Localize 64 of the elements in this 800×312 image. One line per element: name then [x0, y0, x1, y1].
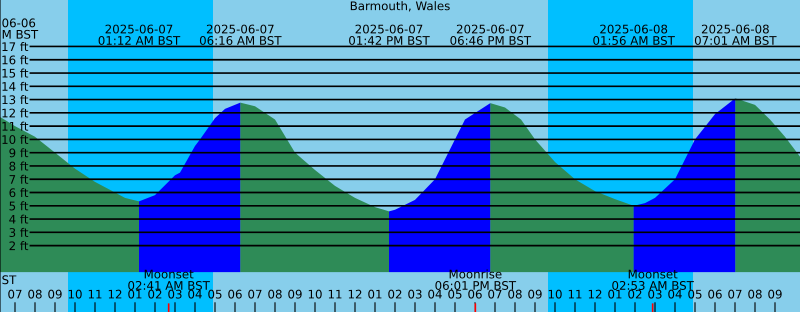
x-tick-label: 07 — [8, 290, 22, 299]
x-tick-label: 12 — [348, 290, 362, 298]
x-tick-label: 03 — [168, 290, 182, 299]
x-tick-label: 10 — [68, 290, 82, 299]
x-tick-label: 12 — [108, 290, 122, 298]
x-tick-label: 02 — [148, 290, 162, 299]
y-tick-label: 12 ft — [2, 108, 28, 118]
y-tick-label: 16 ft — [2, 55, 28, 64]
x-tick-label: 02 — [388, 290, 402, 299]
annotation: ST — [2, 275, 16, 284]
y-tick-label: 11 ft — [2, 122, 28, 131]
x-tick-label: 10 — [548, 290, 562, 299]
y-tick-label: 15 ft — [2, 68, 28, 78]
chart-title: Barmouth, Wales — [350, 1, 450, 12]
x-tick-label: 07 — [488, 290, 502, 299]
y-tick-label: 2 ft — [9, 241, 28, 250]
x-tick-label: 11 — [88, 290, 102, 298]
x-tick-label: 08 — [748, 290, 762, 299]
y-tick-label: 7 ft — [10, 174, 28, 184]
y-tick-label: 14 ft — [2, 82, 28, 91]
x2-tick-label: 2025-06-07 06:46 PM BST — [450, 24, 532, 45]
x-tick-label: 08 — [28, 290, 42, 299]
x2-tick-label: 2025-06-08 01:56 AM BST — [593, 24, 675, 45]
x-tick-label: 11 — [568, 290, 582, 298]
x-tick-label: 03 — [408, 290, 422, 299]
y-tick-label: 8 ft — [9, 161, 28, 171]
x-tick-label: 01 — [128, 290, 142, 299]
y-tick-label: 17 ft — [2, 42, 28, 51]
y-tick-label: 9 ft — [9, 148, 28, 158]
x-tick-label: 06 — [468, 290, 482, 299]
x-tick-label: 04 — [428, 290, 442, 299]
x-tick-label: 09 — [48, 290, 62, 299]
x-tick-label: 01 — [608, 290, 622, 299]
x-tick-label: 07 — [728, 290, 742, 299]
ref-line-label: Moonset 02:41 AM BST — [128, 270, 210, 290]
x-tick-label: 09 — [528, 290, 542, 299]
x-tick-label: 08 — [268, 290, 282, 299]
x-tick-label: 04 — [668, 290, 682, 299]
x2-tick-label: 2025-06-07 01:42 PM BST — [349, 24, 430, 45]
x-tick-label: 06 — [228, 290, 242, 299]
y-tick-label: 5 ft — [10, 201, 28, 210]
x-tick-label: 06 — [708, 290, 722, 299]
annotation: 06-06 M BST — [2, 18, 38, 39]
y-tick-label: 6 ft — [9, 188, 28, 198]
x-tick-label: 02 — [628, 290, 642, 299]
y-tick-label: 10 ft — [2, 134, 28, 144]
x-tick-label: 03 — [648, 290, 662, 299]
y-tick-label: 4 ft — [9, 214, 28, 224]
x-tick-label: 09 — [768, 290, 782, 299]
x-tick-label: 12 — [588, 290, 602, 298]
y-tick-label: 3 ft — [10, 228, 28, 237]
ref-line-label: Moonset 02:53 AM BST — [612, 270, 694, 290]
x-tick-label: 05 — [448, 290, 462, 299]
x-tick-label: 08 — [508, 290, 522, 299]
x-tick-label: 10 — [308, 290, 322, 299]
x-tick-label: 09 — [288, 290, 302, 299]
x2-tick-label: 2025-06-08 07:01 AM BST — [694, 24, 777, 45]
y-tick-label: 13 ft — [2, 95, 28, 104]
x-tick-label: 11 — [328, 290, 342, 298]
x-tick-label: 04 — [188, 290, 202, 299]
x-tick-label: 01 — [368, 290, 382, 299]
x2-tick-label: 2025-06-07 01:12 AM BST — [98, 24, 180, 45]
ref-line-label: Moonrise 06:01 PM BST — [435, 269, 516, 290]
x-tick-label: 07 — [248, 290, 262, 299]
